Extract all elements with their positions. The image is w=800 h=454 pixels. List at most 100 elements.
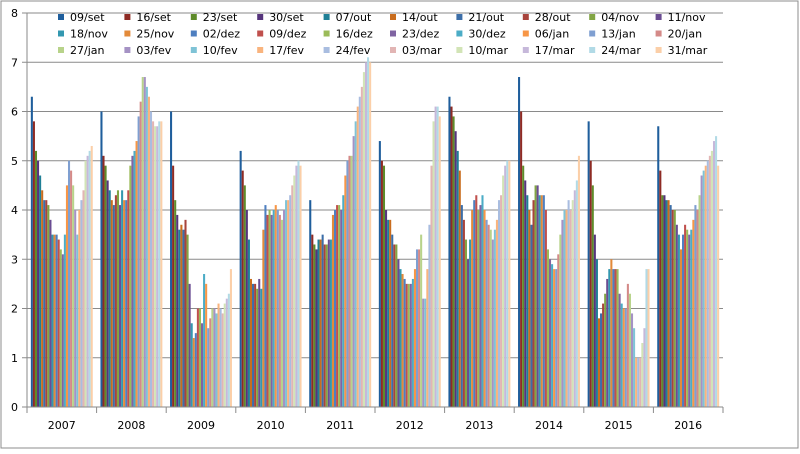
bar <box>297 160 300 407</box>
bar <box>227 293 230 407</box>
bar <box>710 150 713 407</box>
bar <box>217 303 220 407</box>
bar <box>160 121 163 407</box>
bar <box>424 298 427 407</box>
bar <box>606 278 609 407</box>
legend-label: 04/nov <box>601 11 639 24</box>
bar <box>143 77 146 408</box>
bar <box>262 229 265 407</box>
legend-swatch <box>257 30 264 37</box>
bar <box>502 175 505 407</box>
bar <box>479 205 482 407</box>
bar <box>692 219 695 407</box>
bar <box>311 234 314 408</box>
bar <box>473 200 476 407</box>
x-tick-label: 2011 <box>326 419 354 432</box>
bar <box>467 259 470 407</box>
legend-swatch <box>124 14 131 20</box>
bar <box>51 234 54 408</box>
legend-label: 23/dez <box>402 28 439 41</box>
bar <box>546 249 549 407</box>
bar <box>141 77 144 408</box>
bar <box>532 200 535 407</box>
bar <box>170 111 173 407</box>
bar <box>350 155 353 407</box>
legend-swatch <box>390 14 396 20</box>
bar <box>495 219 498 407</box>
bar <box>139 101 142 408</box>
bar <box>329 239 332 407</box>
bar <box>133 150 136 407</box>
bar <box>280 219 283 407</box>
legend-swatch <box>58 30 64 37</box>
bar <box>508 160 511 407</box>
bar <box>137 116 140 408</box>
bar <box>131 155 134 407</box>
bar <box>63 234 66 408</box>
bar <box>256 288 259 407</box>
bar <box>544 210 547 407</box>
bar <box>633 328 636 407</box>
bar <box>247 239 250 407</box>
bar <box>569 210 572 407</box>
bar <box>325 244 328 407</box>
bar <box>194 333 197 408</box>
bar <box>628 293 631 407</box>
bar <box>276 210 279 407</box>
legend-label: 24/mar <box>601 44 641 57</box>
bar <box>295 165 298 407</box>
legend-label: 06/jan <box>535 28 570 41</box>
y-tick-label: 2 <box>11 303 18 316</box>
bar <box>319 239 322 407</box>
bar <box>413 269 416 407</box>
bar <box>395 244 398 407</box>
bar <box>340 210 343 407</box>
legend-swatch <box>323 30 330 37</box>
bar <box>624 308 627 407</box>
bar <box>538 195 541 407</box>
bar <box>712 141 716 408</box>
bar <box>270 214 273 407</box>
bar <box>397 259 400 407</box>
bar <box>659 170 662 407</box>
bar <box>336 205 339 407</box>
bar <box>289 195 292 407</box>
bar <box>346 160 349 407</box>
bar <box>55 234 58 408</box>
y-axis-ticks: 0 1 2 3 4 5 6 7 8 <box>11 7 18 414</box>
bar <box>90 145 93 408</box>
bar <box>331 214 334 407</box>
bar <box>49 219 52 407</box>
bar <box>561 219 564 407</box>
bar <box>41 190 44 407</box>
bar <box>481 195 484 407</box>
legend-label: 17/fev <box>269 44 304 57</box>
legend-label: 03/mar <box>402 44 442 57</box>
legend-swatch <box>456 14 463 20</box>
bar <box>524 180 527 407</box>
bar <box>127 190 130 407</box>
y-tick-label: 3 <box>11 253 18 266</box>
bar <box>321 234 324 408</box>
bar <box>387 219 390 407</box>
bar <box>571 200 574 407</box>
bar <box>229 269 232 407</box>
bar <box>123 200 126 407</box>
bar <box>315 249 318 407</box>
bar <box>149 111 153 407</box>
bar <box>600 313 603 407</box>
bar <box>39 175 42 407</box>
bar <box>116 190 120 407</box>
bar <box>88 150 91 407</box>
legend-label: 31/mar <box>668 44 708 57</box>
bar <box>53 234 56 408</box>
bar <box>489 229 492 407</box>
bar <box>176 214 179 407</box>
legend-label: 21/out <box>468 11 504 24</box>
bar <box>506 160 509 407</box>
x-tick-label: 2008 <box>117 419 145 432</box>
bar <box>78 210 81 407</box>
bar <box>352 136 355 408</box>
bar <box>565 210 568 407</box>
